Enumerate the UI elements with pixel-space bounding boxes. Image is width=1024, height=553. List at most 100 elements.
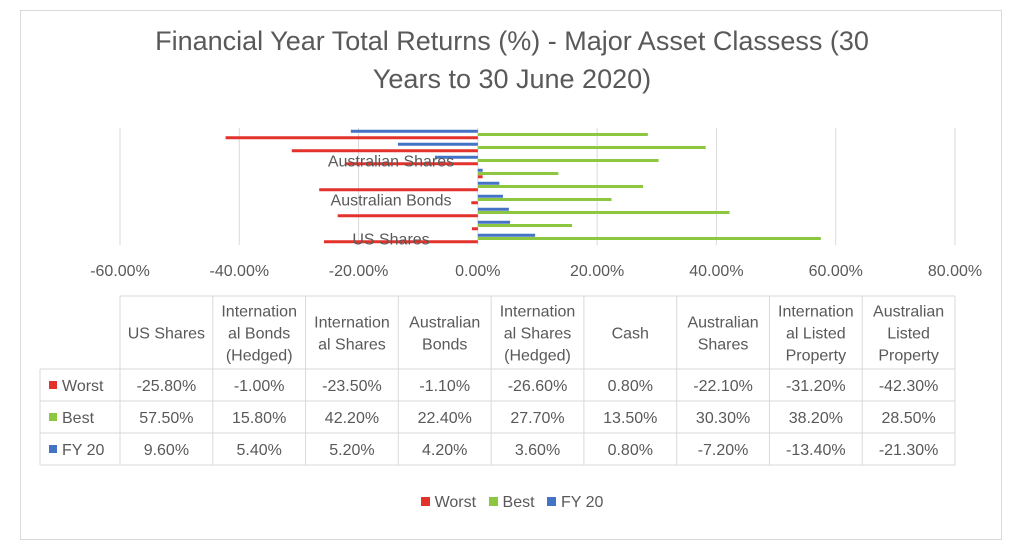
x-tick-label: -20.00% [329,263,389,280]
x-tick-label: -40.00% [209,263,269,280]
table-row-label: FY 20 [62,442,105,459]
table-legend-key [49,413,57,421]
x-tick-label: 60.00% [809,263,863,280]
category-axis-label: Australian Bonds [331,193,452,210]
table-header-text: Internation [221,304,297,321]
bar [291,149,478,153]
table-cell-value: 30.30% [696,410,750,427]
table-cell-value: 9.60% [144,442,189,459]
legend-item-worst: Worst [420,494,477,512]
table-header-text: Internation [500,304,576,321]
table-header-text: Internation [314,315,390,332]
table-cell-value: 3.60% [515,442,560,459]
bar [346,162,478,166]
table-header-text: Australian [687,315,758,332]
table-row-label: Best [62,410,95,427]
chart-title-line-1: Financial Year Total Returns (%) - Major… [155,26,869,56]
table-cell-value: 4.20% [422,442,467,459]
bar [477,185,644,188]
bar [477,194,503,198]
table-cell-value: 28.50% [881,410,935,427]
table-header-text: Listed [887,326,930,343]
table-cell-value: 13.50% [603,410,657,427]
table-header-text: al Listed [786,326,846,343]
chart-title: Financial Year Total Returns (%) - Major… [0,22,1024,98]
legend-item-best: Best [488,494,535,512]
bar [477,181,500,185]
x-tick-label: 0.00% [455,263,500,280]
chart-title-line-2: Years to 30 June 2020) [372,64,652,94]
table-cell-value: 5.20% [329,442,374,459]
bar [477,207,509,211]
bar [319,188,478,192]
bar [323,240,478,244]
bar [471,227,478,231]
bar [477,233,536,237]
bar [477,237,821,240]
chart-frame [20,10,1002,540]
bar [350,129,478,133]
table-cell-value: 27.70% [510,410,564,427]
table-header-text: Property [878,348,938,365]
bar [477,220,511,224]
bar [434,155,478,159]
table-header-text: al Bonds [228,326,290,343]
bar [477,133,648,136]
bar [471,201,478,205]
table-header-text: Australian [409,315,480,332]
bar [477,198,612,201]
table-header-text: Australian [873,304,944,321]
bar [225,136,478,140]
table-header-text: al Shares [504,326,572,343]
legend-label-best: Best [502,494,535,511]
table-cell-value: -13.40% [786,442,846,459]
table-header-text: (Hedged) [504,348,571,365]
legend-swatch-worst [420,497,430,506]
table-header-text: Bonds [422,337,467,354]
table-header-text: (Hedged) [226,348,293,365]
bar [337,214,478,218]
table-cell-value: 22.40% [418,410,472,427]
legend-swatch-best [488,497,498,506]
table-row-label: Worst [62,378,104,395]
table-cell-value: -21.30% [879,442,939,459]
x-tick-label: -60.00% [90,263,150,280]
legend-swatch-fy20 [547,497,556,506]
bar [397,142,478,146]
table-header-text: US Shares [128,326,205,343]
category-axis-label: Australian Shares [328,154,454,171]
bar [477,146,706,149]
table-legend-key [49,381,57,389]
legend-label-worst: Worst [434,494,477,511]
table-cell-value: -31.20% [786,378,846,395]
table-cell-value: 0.80% [608,378,653,395]
chart-legend: Worst Best FY 20 [0,494,1024,512]
bar [477,224,573,227]
table-cell-value: 15.80% [232,410,286,427]
table-cell-value: 42.20% [325,410,379,427]
category-axis-label: US Shares [352,232,429,249]
table-cell-value: 57.50% [139,410,193,427]
table-cell-value: 0.80% [608,442,653,459]
table-cell-value: -23.50% [322,378,382,395]
table-cell-value: -42.30% [879,378,939,395]
legend-item-fy20: FY 20 [547,494,603,512]
bar [477,168,483,172]
table-header-text: Shares [698,337,749,354]
bar [477,211,730,214]
table-cell-value: -25.80% [137,378,197,395]
table-cell-value: -1.00% [234,378,285,395]
table-header-text: Cash [612,326,649,343]
table-cell-value: -22.10% [693,378,753,395]
table-header-text: Property [786,348,846,365]
x-tick-label: 80.00% [928,263,982,280]
table-cell-value: -1.10% [419,378,470,395]
table-cell-value: 38.20% [789,410,843,427]
bar [477,172,559,175]
legend-label-fy20: FY 20 [561,494,604,511]
table-header-text: al Shares [318,337,386,354]
x-tick-label: 20.00% [570,263,624,280]
table-cell-value: -26.60% [508,378,568,395]
table-header-text: Internation [778,304,854,321]
